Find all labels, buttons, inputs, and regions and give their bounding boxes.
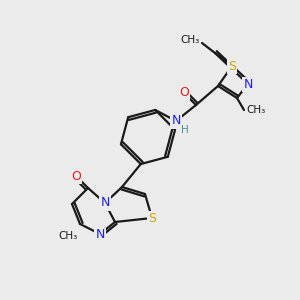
Text: CH₃: CH₃	[181, 35, 200, 45]
Text: H: H	[181, 125, 189, 135]
Text: N: N	[243, 77, 253, 91]
Text: S: S	[228, 59, 236, 73]
Text: N: N	[100, 196, 110, 209]
Text: O: O	[71, 169, 81, 182]
Text: S: S	[148, 212, 156, 224]
Text: CH₃: CH₃	[58, 231, 78, 241]
Text: N: N	[171, 115, 181, 128]
Text: N: N	[95, 227, 105, 241]
Text: O: O	[179, 86, 189, 100]
Text: CH₃: CH₃	[246, 105, 265, 115]
